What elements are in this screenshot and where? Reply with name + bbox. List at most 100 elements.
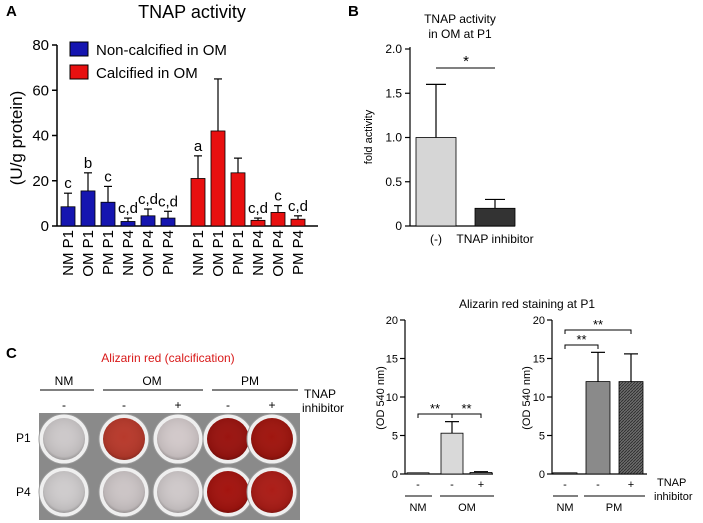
chart-a-letter: c,d [118,200,138,217]
chart-c-right-inhibitor-label: inhibitor [654,491,693,503]
plate-group-nm: NM [55,374,74,388]
chart-b-ytick-label: 1.5 [385,86,402,100]
chart-a-bar [190,178,206,227]
chart-a-letter: c,d [288,198,308,215]
chart-b-ytick-label: 2.0 [385,42,402,56]
plate-col-2-sign: - [122,398,126,412]
chart-b-yticks: 0 0.5 1.0 1.5 2.0 [385,42,410,233]
chart-c-title: Alizarin red staining at P1 [459,297,595,311]
legend-label-noncalcified: Non-calcified in OM [96,42,227,59]
chart-a-xtick-label: NM P4 [120,230,137,276]
chart-a-xtick-label: PM P4 [290,230,307,275]
plate-well-shade [103,418,145,460]
chart-c-right-bar [618,381,644,475]
chart-c-right-bar [585,381,611,475]
chart-c-left-row-2: - [450,479,454,491]
chart-c-right-ytick-label: 10 [533,392,545,404]
chart-c-right-group-pm: PM [606,502,623,514]
chart-a-bar [230,172,246,227]
chart-a-bar [210,130,226,227]
chart-c-right-tnap-label: TNAP [657,477,686,489]
panel-c: C Alizarin red (calcification) NM OM PM … [6,345,344,520]
chart-a-xtick-label: PM P4 [160,230,177,275]
chart-a-bar [120,221,136,227]
panel-label-c: C [6,345,17,362]
plate-col-1-sign: - [62,398,66,412]
panel-a: A TNAP activity (U/g protein) 020406080 … [6,2,318,277]
chart-a-xtick-label: OM P4 [270,230,287,277]
chart-c-left-bar [469,472,493,475]
chart-c-left-ylabel: (OD 540 nm) [375,366,387,430]
plate-group-om: OM [142,374,161,388]
plate-well-shade [207,471,249,513]
chart-a-ytick-label: 0 [41,218,49,235]
chart-b-bar [474,207,516,227]
chart-a-xtick-label: NM P1 [190,230,207,276]
chart-b-xlabel-control: (-) [430,232,442,246]
chart-a-bar [160,217,176,227]
plate-well-shade [207,418,249,460]
chart-a-ytick-label: 60 [32,82,49,99]
legend-swatch-noncalcified [69,41,89,57]
chart-c-left-significance-bracket [451,413,482,418]
chart-a-ytick-label: 80 [32,37,49,54]
chart-c-right-row-2: - [596,479,600,491]
chart-b-title-line2: in OM at P1 [428,27,492,41]
chart-a-bar [60,206,76,227]
chart-a-xtick-label: NM P1 [60,230,77,276]
legend-label-calcified: Calcified in OM [96,65,198,82]
chart-a-ylabel: (U/g protein) [7,91,26,185]
chart-c-left-group-nm: NM [409,502,426,514]
panel-c-charts: Alizarin red staining at P1 (OD 540 nm) … [375,297,693,514]
chart-a-letter: c,d [138,191,158,208]
chart-c-right-group-nm: NM [556,502,573,514]
chart-a-xtick-label: PM P1 [100,230,117,275]
chart-b-ytick-label: 0.5 [385,175,402,189]
chart-a-bar [290,218,306,227]
chart-c-left-row-3: + [478,479,484,491]
plate-inhibitor-label: inhibitor [302,401,344,415]
chart-a-letter: b [84,155,92,172]
chart-c-right-yticks: 0 5 10 15 20 [533,315,552,481]
plate-tnap-label: TNAP [304,387,336,401]
chart-c-left-row-1: - [416,479,420,491]
plate-wells [38,413,298,518]
chart-a-bar [100,201,116,227]
chart-a-xtick-label: NM P4 [250,230,267,276]
chart-c-left-ytick-label: 0 [392,469,398,481]
chart-c-left-ytick-label: 10 [386,392,398,404]
chart-b-ytick-label: 0 [395,219,402,233]
plate-col-5-sign: + [268,398,275,412]
plate-col-4-sign: - [226,398,230,412]
plate-row-p4-label: P4 [16,485,31,499]
plate-group-pm: PM [241,374,259,388]
chart-b-ytick-label: 1.0 [385,131,402,145]
chart-c-left-significance: ** [461,401,471,416]
plate-well-shade [157,418,199,460]
plate-well-shade [103,471,145,513]
chart-a-bar [270,212,286,227]
chart-a-yticks: 0 20 40 60 80 [32,37,57,235]
chart-c-right-ytick-label: 5 [539,431,545,443]
panel-label-b: B [348,3,359,20]
chart-b-xlabel-inhibitor: TNAP inhibitor [456,232,533,246]
chart-c-right-significance-bracket [564,344,599,349]
chart-c-right-ytick-label: 15 [533,354,545,366]
chart-a-bar [80,190,96,227]
chart-c-left-bars: ** ** [406,401,493,475]
panel-c-title: Alizarin red (calcification) [101,351,234,365]
chart-b-ylabel: fold activity [363,109,375,164]
chart-a-letter: a [194,138,203,155]
chart-a-legend: Non-calcified in OM Calcified in OM [69,41,227,82]
chart-c-left-bar [440,432,464,475]
plate-well-shade [43,418,85,460]
chart-c-right-significance-bracket [564,329,632,334]
plate-well-shade [251,418,293,460]
plate-col-3-sign: + [174,398,181,412]
chart-c-right-bars: ** ** [552,317,644,475]
plate-well-shade [251,471,293,513]
chart-a-bar [250,219,266,227]
panel-b: B TNAP activity in OM at P1 fold activit… [348,3,534,246]
